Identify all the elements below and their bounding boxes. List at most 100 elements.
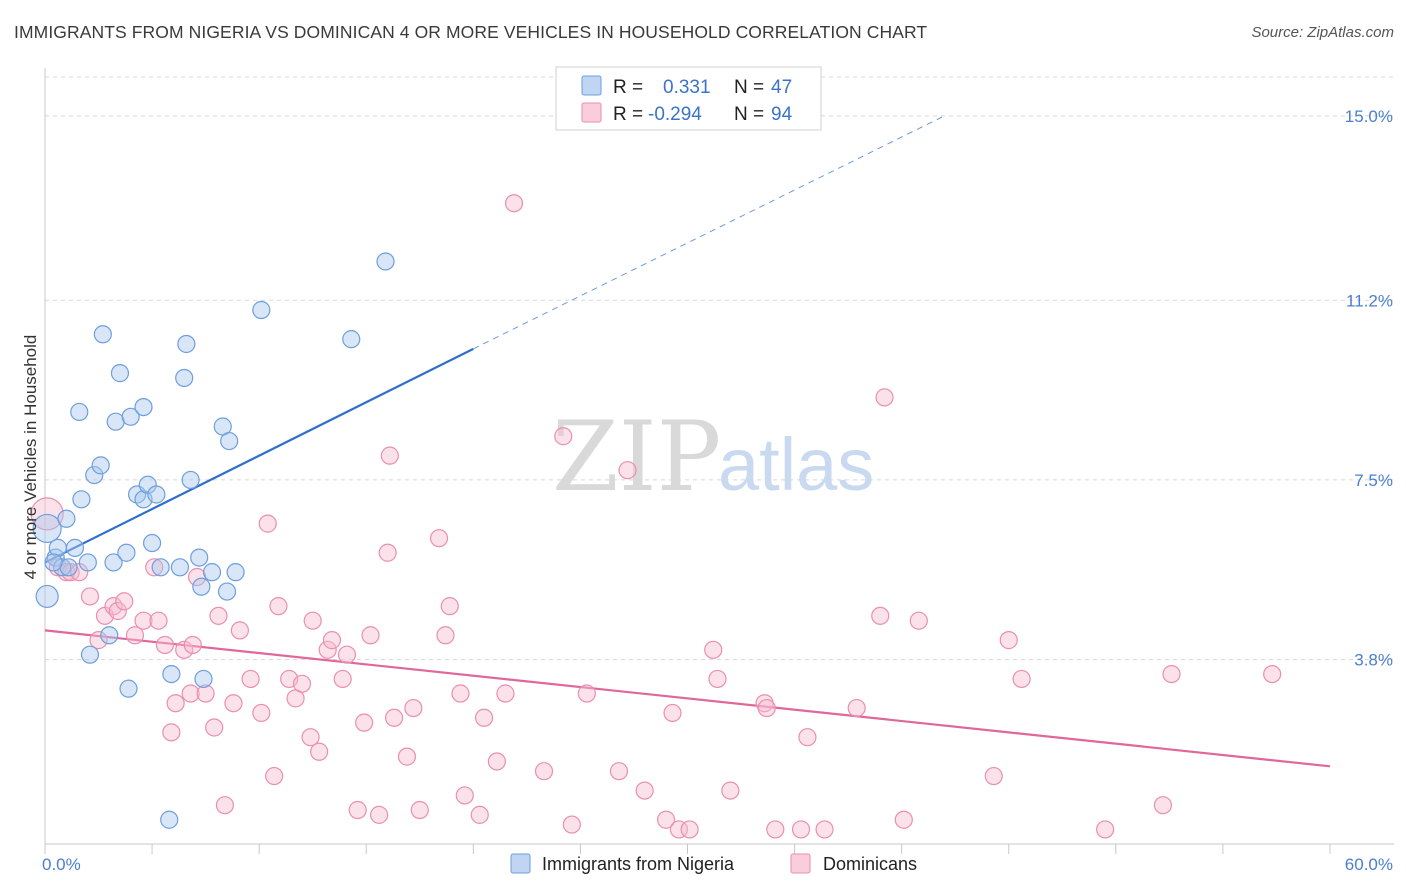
bottom-legend-swatch-nigeria bbox=[510, 853, 531, 874]
nigeria-point bbox=[177, 334, 196, 354]
dominican-point bbox=[999, 631, 1018, 650]
dominican-point bbox=[361, 626, 380, 645]
dominican-point bbox=[404, 698, 423, 718]
dominican-point bbox=[166, 694, 185, 713]
nigeria-point bbox=[202, 563, 222, 582]
nigeria-trend-extension bbox=[473, 115, 945, 350]
dominican-point bbox=[322, 631, 342, 650]
dominican-point bbox=[380, 446, 399, 465]
dominican-point bbox=[609, 762, 629, 781]
dominican-point bbox=[1162, 664, 1181, 684]
dominican-point bbox=[534, 762, 554, 781]
dominican-trend-line bbox=[44, 629, 1331, 768]
nigeria-point bbox=[93, 325, 112, 344]
dominican-point bbox=[155, 635, 175, 655]
dominican-point bbox=[337, 645, 357, 664]
dominican-point bbox=[149, 611, 168, 630]
dominican-point bbox=[496, 684, 515, 703]
dominican-point bbox=[241, 669, 260, 689]
dominican-point bbox=[209, 606, 228, 625]
dominican-point bbox=[429, 529, 449, 548]
nigeria-point bbox=[85, 465, 104, 485]
dominican-point bbox=[656, 810, 676, 829]
dominican-point bbox=[183, 635, 202, 655]
y-tick-label: 11.2% bbox=[1346, 291, 1393, 310]
y-axis-title: 4 or more Vehicles in Household bbox=[21, 335, 40, 580]
dominican-point bbox=[333, 669, 352, 689]
chart-title: IMMIGRANTS FROM NIGERIA VS DOMINICAN 4 O… bbox=[14, 22, 928, 42]
x-tick-label: 60.0% bbox=[1345, 855, 1393, 874]
legend-n-label-1: N = bbox=[734, 77, 764, 98]
dominican-point bbox=[355, 713, 374, 732]
dominican-point bbox=[562, 815, 581, 834]
dominican-point bbox=[721, 781, 740, 800]
dominican-point bbox=[224, 694, 243, 713]
dominican-point bbox=[1096, 820, 1115, 839]
dominican-point bbox=[504, 194, 524, 213]
y-tick-label: 3.8% bbox=[1354, 651, 1393, 670]
dominican-point bbox=[577, 684, 596, 703]
bottom-legend-swatch-dominican bbox=[790, 853, 811, 874]
bottom-legend-nigeria: Immigrants from Nigeria bbox=[542, 854, 735, 874]
nigeria-point bbox=[194, 669, 213, 689]
nigeria-point bbox=[217, 582, 237, 601]
dominican-point bbox=[397, 747, 417, 766]
nigeria-point bbox=[192, 577, 211, 596]
dominican-point bbox=[618, 461, 637, 480]
nigeria-point bbox=[119, 679, 138, 698]
dominican-point bbox=[145, 558, 164, 577]
legend-r-label-2: R = bbox=[613, 104, 643, 125]
dominican-point bbox=[318, 640, 337, 659]
dominican-point bbox=[847, 698, 866, 718]
dominican-point bbox=[215, 796, 234, 815]
dominican-point bbox=[815, 820, 834, 839]
dominican-point bbox=[635, 781, 654, 800]
dominican-point bbox=[80, 587, 100, 606]
dominican-point bbox=[258, 514, 277, 533]
legend-swatch-dominican bbox=[581, 102, 602, 123]
dominican-point bbox=[125, 626, 145, 645]
nigeria-point bbox=[252, 300, 271, 320]
legend-n-label-2: N = bbox=[734, 104, 764, 125]
legend-n-value-1: 47 bbox=[771, 77, 792, 98]
nigeria-point bbox=[32, 513, 62, 544]
nigeria-point bbox=[91, 456, 110, 475]
dominican-point bbox=[175, 640, 194, 659]
watermark-atlas: atlas bbox=[718, 423, 874, 506]
dominican-point bbox=[162, 723, 181, 742]
dominican-point bbox=[269, 597, 288, 616]
nigeria-point bbox=[53, 558, 72, 577]
dominican-point bbox=[89, 631, 108, 650]
trend-lines bbox=[44, 115, 1331, 768]
tick-labels: 3.8% 7.5% 11.2% 15.0% 0.0% 60.0% bbox=[42, 107, 1393, 874]
nigeria-point bbox=[117, 543, 136, 562]
nigeria-point bbox=[181, 470, 200, 490]
gridlines bbox=[45, 76, 1394, 661]
dominican-point bbox=[798, 728, 817, 747]
nigeria-point bbox=[190, 548, 209, 567]
x-tick-label: 0.0% bbox=[42, 855, 81, 874]
dominican-point bbox=[265, 766, 284, 786]
nigeria-point bbox=[70, 402, 89, 422]
nigeria-point bbox=[151, 558, 170, 577]
nigeria-point bbox=[110, 364, 130, 383]
dominican-point bbox=[680, 820, 699, 839]
dominican-point bbox=[196, 684, 215, 703]
nigeria-point bbox=[121, 407, 140, 426]
dominican-point bbox=[301, 728, 320, 747]
axes bbox=[44, 68, 1394, 854]
nigeria-point bbox=[80, 645, 100, 664]
dominican-point bbox=[791, 820, 811, 839]
nigeria-point bbox=[142, 533, 162, 553]
legend: R = 0.331 N = 47 R = -0.294 N = 94 bbox=[555, 66, 822, 131]
nigeria-point bbox=[175, 368, 194, 388]
dominican-point bbox=[205, 718, 224, 737]
dominican-point bbox=[384, 708, 404, 727]
nigeria-point bbox=[100, 626, 119, 645]
dominican-point bbox=[410, 800, 429, 820]
nigeria-point bbox=[376, 252, 395, 271]
dominican-point bbox=[303, 611, 322, 630]
dominican-point bbox=[451, 684, 470, 703]
dominican-point bbox=[871, 606, 890, 625]
nigeria-point bbox=[59, 558, 78, 577]
